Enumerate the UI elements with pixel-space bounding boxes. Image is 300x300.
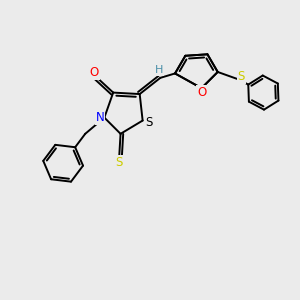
Text: N: N	[96, 111, 104, 124]
Text: S: S	[116, 156, 123, 169]
Text: S: S	[146, 116, 153, 128]
Text: O: O	[89, 66, 99, 79]
Text: O: O	[197, 86, 206, 99]
Text: H: H	[154, 65, 163, 76]
Text: S: S	[238, 70, 245, 83]
